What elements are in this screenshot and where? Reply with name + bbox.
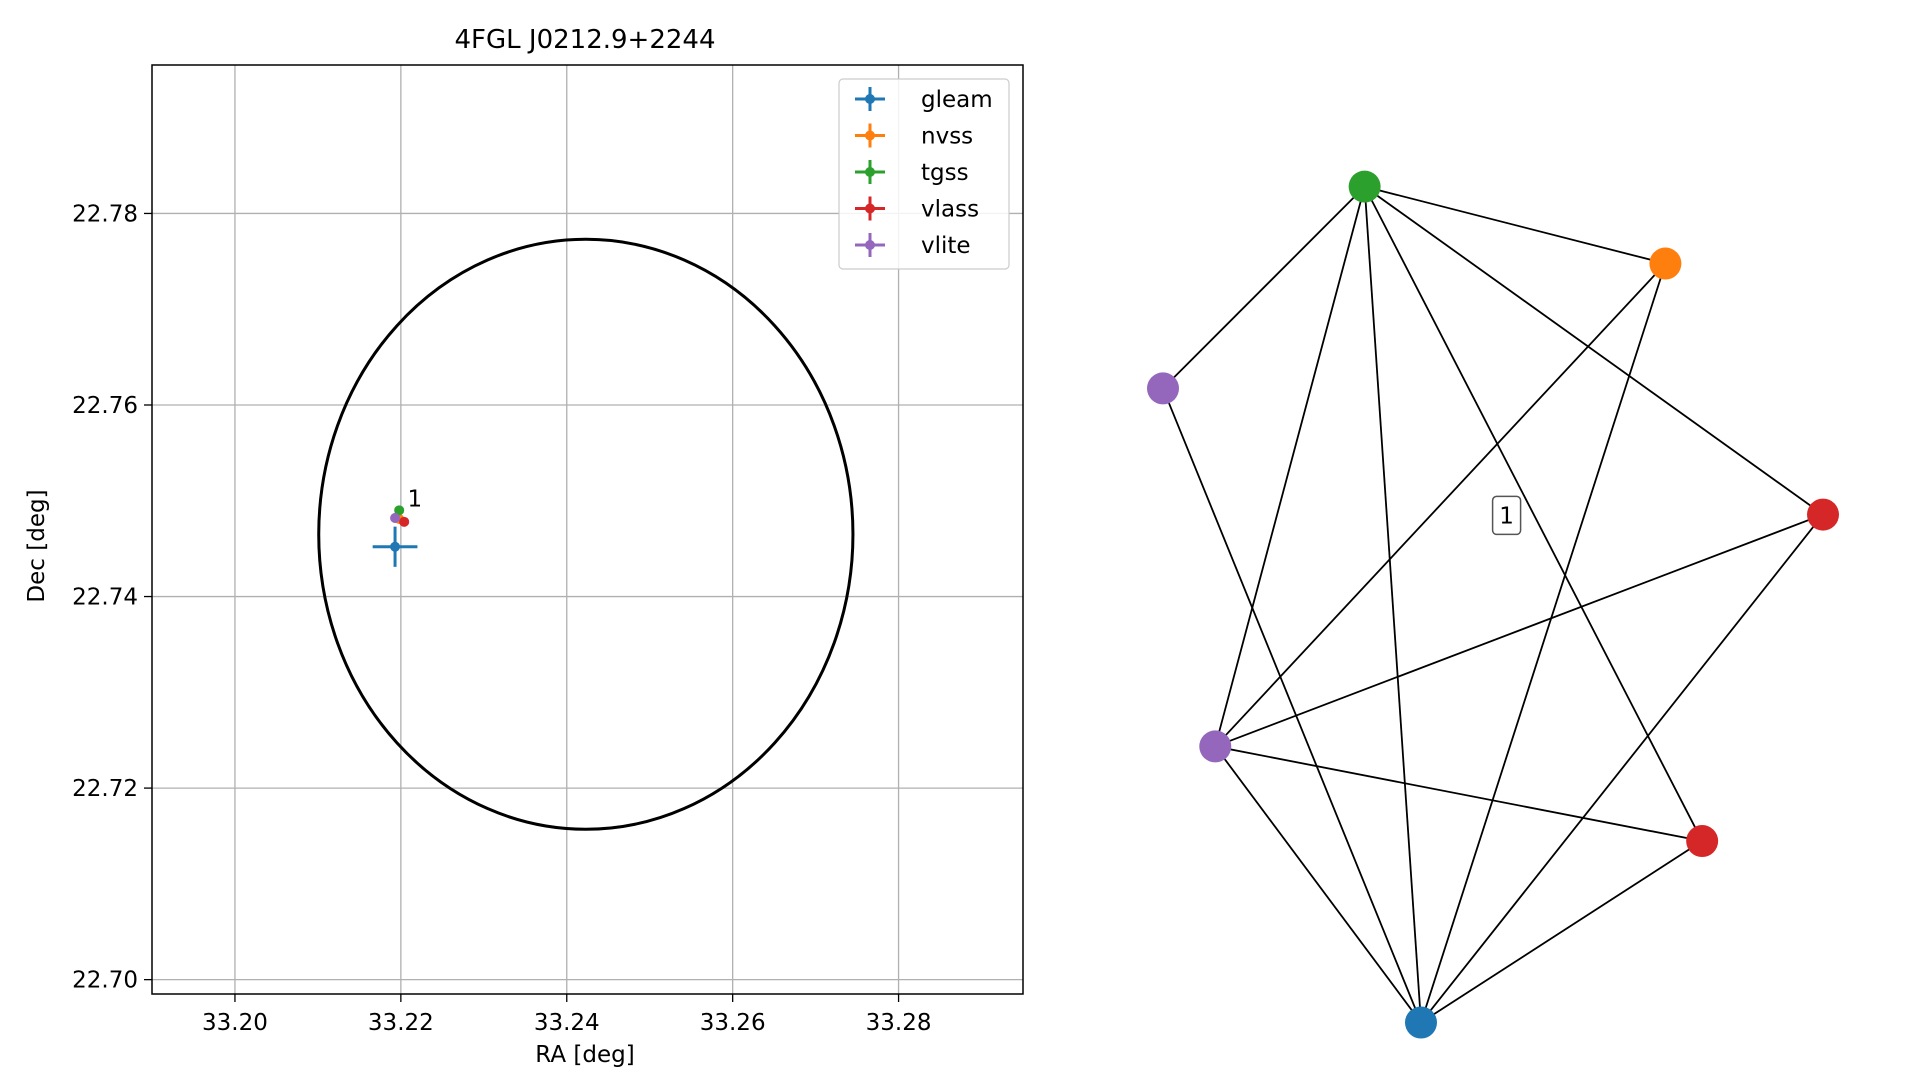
- legend-marker: [865, 94, 875, 104]
- legend: gleam nvss tgss vlass vlite: [838, 78, 1010, 270]
- group-label-box: [1491, 495, 1522, 536]
- data-point-vlite: [390, 513, 401, 524]
- legend-label: gleam: [921, 87, 993, 113]
- axes-frame: [151, 64, 1024, 995]
- graph-edges: [1162, 185, 1824, 1024]
- y-tick-label: 22.78: [72, 201, 138, 227]
- graph-edge: [1364, 185, 1824, 516]
- y-tick-label: 22.74: [72, 585, 138, 611]
- data-point-tgss: [394, 505, 405, 516]
- graph-node-vlass: [1807, 498, 1839, 531]
- point-marker: [399, 516, 410, 527]
- graph-node-vlite: [1199, 730, 1232, 763]
- y-axis-label: Dec [deg]: [24, 489, 50, 602]
- y-tick-label: 22.76: [72, 393, 138, 419]
- legend-item-gleam: gleam: [855, 87, 993, 113]
- graph-edge: [1420, 840, 1703, 1024]
- group-label: 1: [1499, 503, 1514, 529]
- legend-item-vlass: vlass: [855, 196, 979, 223]
- x-tick-label: 33.24: [534, 1010, 600, 1036]
- graph-edge: [1162, 388, 1422, 1023]
- legend-marker: [865, 167, 875, 177]
- graph-node-vlite: [1147, 372, 1179, 405]
- data-point-vlass: [399, 516, 410, 527]
- error-ellipse: [317, 237, 855, 831]
- legend-label: nvss: [921, 124, 973, 150]
- graph-node-gleam: [1404, 1006, 1437, 1039]
- graph-edge: [1363, 186, 1422, 1023]
- legend-box: [838, 78, 1010, 270]
- graph-edge: [1214, 186, 1366, 747]
- network-graph: 1: [1147, 170, 1839, 1039]
- point-marker: [390, 513, 401, 524]
- point-marker: [390, 541, 401, 552]
- graph-nodes: [1147, 170, 1839, 1039]
- graph-node-vlass: [1686, 825, 1719, 858]
- position-plot: 4FGL J0212.9+2244 1 33.20 33.22 33.24 33.26…: [24, 25, 1024, 1068]
- graph-edge: [1420, 263, 1667, 1023]
- x-ticks: 33.20 33.22 33.24 33.26 33.28: [202, 994, 932, 1036]
- graph-edge: [1214, 262, 1667, 748]
- graph-edge: [1364, 185, 1666, 265]
- y-ticks: 22.70 22.72 22.74 22.76 22.78: [72, 201, 152, 994]
- legend-item-vlite: vlite: [855, 233, 971, 259]
- graph-edge: [1162, 185, 1366, 390]
- legend-item-nvss: nvss: [855, 123, 973, 150]
- x-tick-label: 33.20: [202, 1010, 268, 1036]
- graph-edge: [1363, 186, 1703, 842]
- y-tick-label: 22.72: [72, 776, 138, 802]
- legend-marker: [865, 130, 875, 141]
- graph-edge: [1420, 514, 1824, 1024]
- graph-node-tgss: [1348, 170, 1381, 203]
- plot-title: 4FGL J0212.9+2244: [455, 25, 716, 55]
- y-tick-label: 22.70: [72, 968, 138, 994]
- point-marker: [394, 505, 405, 516]
- data-point-gleam: [372, 526, 418, 567]
- legend-label: vlass: [921, 197, 979, 223]
- legend-items: gleam nvss tgss vlass vlite: [855, 87, 993, 259]
- legend-marker: [865, 203, 875, 214]
- legend-item-tgss: tgss: [855, 160, 969, 186]
- x-tick-label: 33.22: [368, 1010, 434, 1036]
- x-tick-label: 33.26: [700, 1010, 766, 1036]
- legend-label: tgss: [921, 160, 969, 186]
- legend-marker: [865, 240, 875, 250]
- graph-edge: [1214, 513, 1824, 748]
- error-ellipse-layer: [317, 237, 855, 831]
- graph-node-nvss: [1649, 247, 1682, 280]
- match-label: 1: [407, 487, 422, 513]
- legend-label: vlite: [921, 233, 971, 259]
- x-tick-label: 33.28: [866, 1010, 932, 1036]
- graph-edge: [1215, 745, 1703, 842]
- data-points-layer: [372, 505, 418, 567]
- graph-edge: [1214, 745, 1422, 1024]
- x-axis-label: RA [deg]: [535, 1042, 634, 1068]
- group-label-badge: 1: [1491, 495, 1522, 536]
